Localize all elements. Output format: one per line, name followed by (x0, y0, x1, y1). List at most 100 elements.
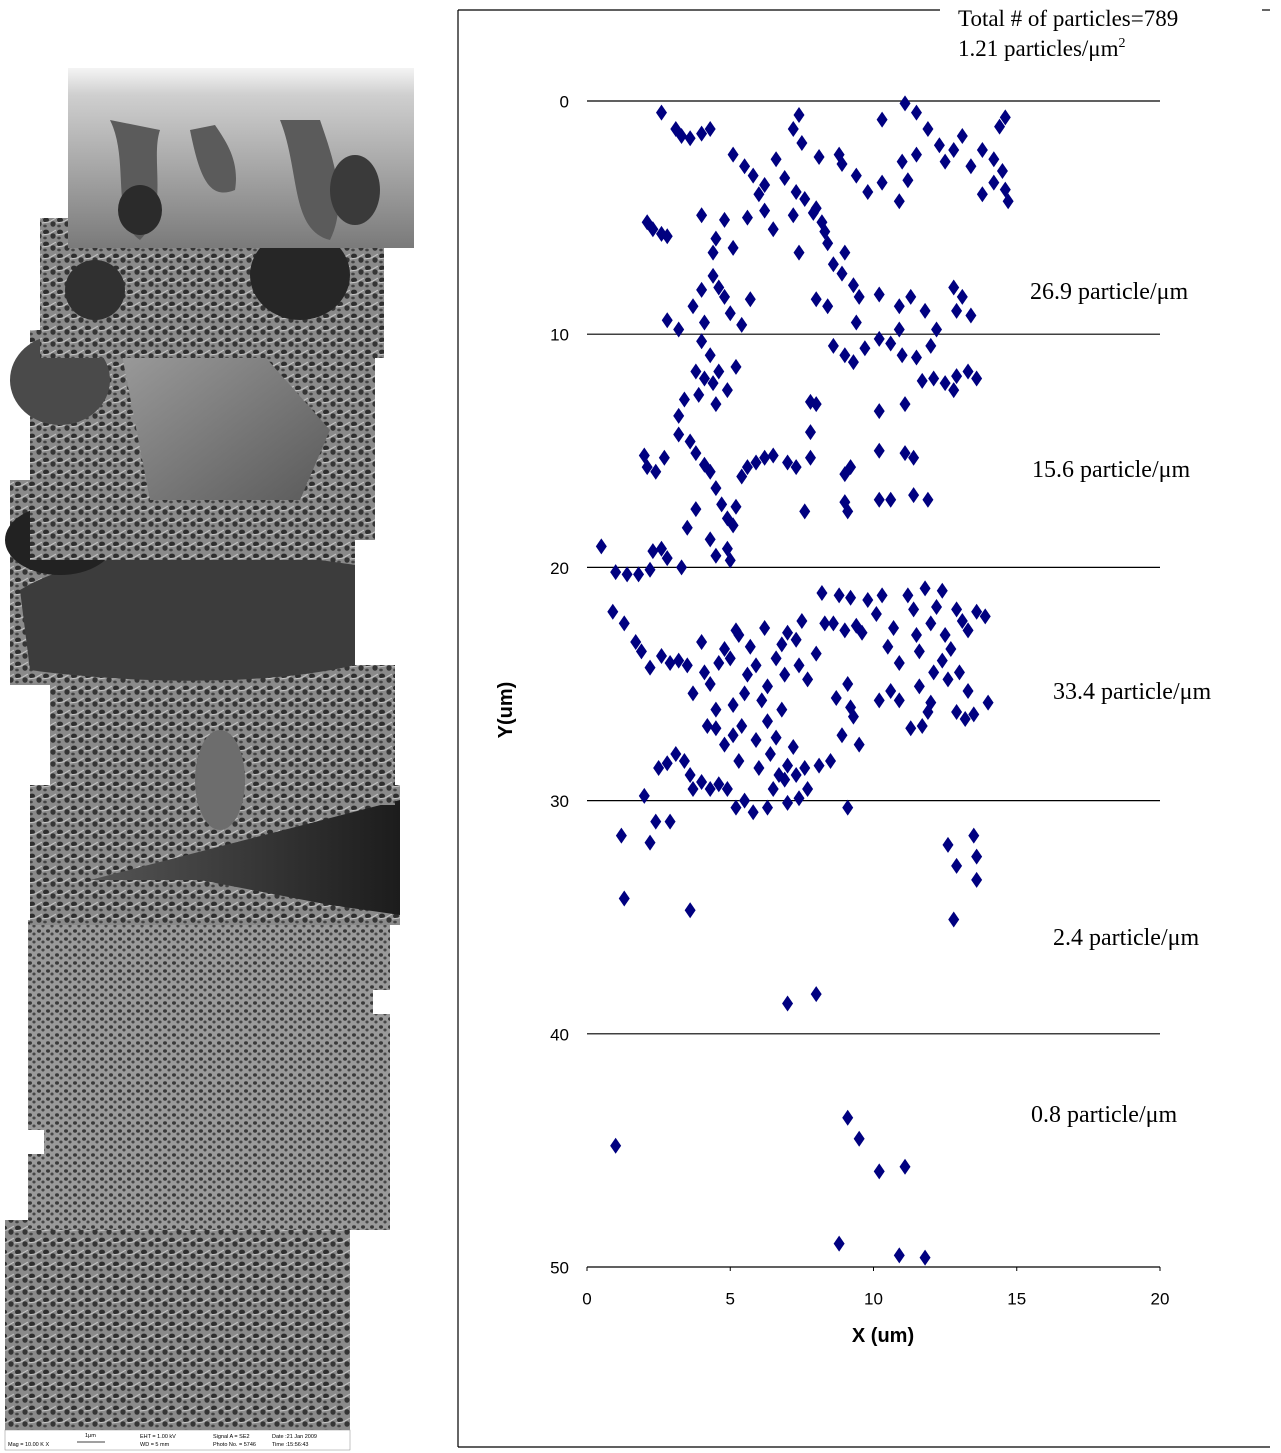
data-point (913, 643, 925, 660)
data-point (928, 664, 940, 681)
data-point (761, 678, 773, 695)
data-point (888, 620, 900, 637)
data-point (759, 449, 771, 466)
y-tick-label: 10 (550, 326, 569, 345)
data-point (696, 634, 708, 651)
data-point (873, 403, 885, 420)
data-point (850, 167, 862, 184)
data-point (925, 615, 937, 632)
data-point (681, 657, 693, 674)
data-point (962, 363, 974, 380)
sem-void (195, 730, 245, 830)
data-point (948, 141, 960, 158)
data-point (696, 773, 708, 790)
data-point (753, 759, 765, 776)
data-point (719, 288, 731, 305)
data-point (951, 857, 963, 874)
data-point (830, 689, 842, 706)
data-point (701, 717, 713, 734)
data-point (618, 615, 630, 632)
data-point (971, 603, 983, 620)
data-point (919, 580, 931, 597)
data-point (650, 813, 662, 830)
data-point (747, 167, 759, 184)
data-point (782, 624, 794, 641)
data-point (976, 141, 988, 158)
data-point (965, 158, 977, 175)
data-point (635, 643, 647, 660)
sem-info-text: Time :15:56:43 (272, 1442, 308, 1448)
data-point (739, 792, 751, 809)
data-point (994, 118, 1006, 135)
data-point (716, 496, 728, 513)
data-point (650, 463, 662, 480)
sem-info-text: Mag = 10.00 K X (8, 1442, 49, 1448)
data-point (736, 717, 748, 734)
data-point (965, 307, 977, 324)
data-point (698, 314, 710, 331)
data-point (908, 487, 920, 504)
data-point (827, 337, 839, 354)
plot: 0 10 20 30 40 50 0 5 10 15 20 (550, 92, 1169, 1308)
data-point (661, 755, 673, 772)
data-point (707, 244, 719, 261)
data-point (767, 447, 779, 464)
data-point (713, 363, 725, 380)
sem-info-text: WD = 5 mm (140, 1442, 170, 1448)
x-tick-label: 15 (1007, 1289, 1026, 1308)
sem-info-text: EHT = 1.00 kV (140, 1434, 176, 1440)
data-point (687, 298, 699, 315)
data-point (936, 582, 948, 599)
data-point (793, 790, 805, 807)
data-point (856, 624, 868, 641)
data-point (827, 615, 839, 632)
data-point (787, 120, 799, 137)
data-point (641, 459, 653, 476)
data-point (910, 627, 922, 644)
data-point (827, 256, 839, 273)
x-tick-label: 5 (726, 1289, 735, 1308)
data-point (782, 794, 794, 811)
data-point (842, 676, 854, 692)
data-point (956, 613, 968, 630)
data-point (799, 503, 811, 520)
data-point (896, 153, 908, 170)
sem-gap (385, 275, 413, 297)
data-point (793, 657, 805, 674)
data-point (782, 757, 794, 774)
data-point (770, 151, 782, 168)
data-point (982, 694, 994, 711)
data-point (804, 449, 816, 466)
data-point (698, 370, 710, 387)
data-point (790, 459, 802, 476)
data-point (607, 603, 619, 620)
data-point (610, 564, 622, 581)
sem-panel (28, 920, 390, 1230)
data-point (653, 759, 665, 776)
data-point (644, 834, 656, 851)
region-label: 0.8 particle/μm (1031, 1102, 1177, 1128)
data-point (647, 221, 659, 238)
data-point (684, 766, 696, 783)
sem-gap (28, 1130, 44, 1154)
data-point (761, 799, 773, 816)
x-tick-label: 20 (1151, 1289, 1170, 1308)
data-point (644, 659, 656, 676)
data-point (845, 459, 857, 476)
data-point (759, 176, 771, 193)
data-point (779, 666, 791, 683)
data-point (727, 146, 739, 163)
data-point (690, 445, 702, 462)
data-point (687, 780, 699, 797)
sem-gap (355, 540, 375, 562)
density-superscript: 2 (1119, 36, 1126, 51)
data-point (713, 776, 725, 793)
data-point (925, 337, 937, 354)
data-point (770, 650, 782, 667)
data-point (885, 682, 897, 699)
data-point (704, 676, 716, 692)
data-point (696, 333, 708, 350)
data-point (939, 375, 951, 392)
region-label: 26.9 particle/μm (1030, 279, 1188, 305)
